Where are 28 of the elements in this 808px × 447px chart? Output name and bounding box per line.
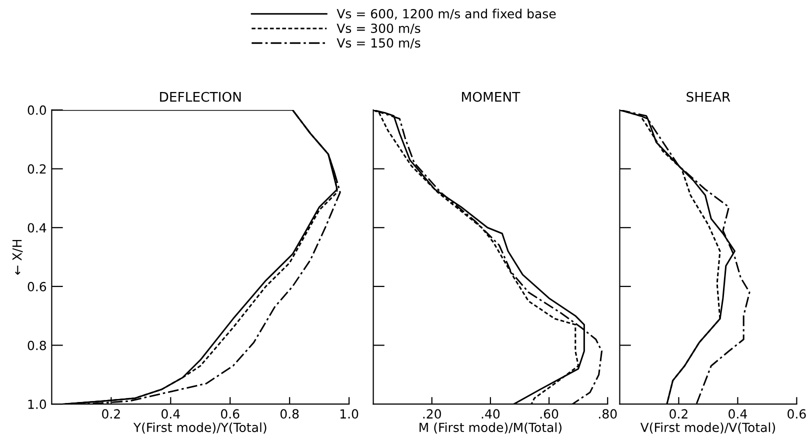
x-tick-label: 0.8 <box>280 409 299 419</box>
x-tick-label: 0.4 <box>728 409 747 419</box>
x-tick-label: .40 <box>482 409 500 419</box>
x-tick-label: .80 <box>599 409 617 419</box>
text: Vs = 150 m/s <box>336 38 420 49</box>
x-tick-label: .60 <box>540 409 558 419</box>
chart-title: SHEAR <box>686 92 730 102</box>
x-tick-label: .20 <box>423 409 441 419</box>
x-axis-title: Y(First mode)/Y(Total) <box>133 422 266 434</box>
chart-title: DEFLECTION <box>160 92 241 102</box>
x-tick-label: 1.0 <box>340 409 358 419</box>
x-tick-label: 0.6 <box>221 409 240 419</box>
y-axis-title: ← X/H <box>12 240 23 275</box>
x-axis-title: M (First mode)/M(Total) <box>420 422 562 434</box>
x-tick-label: 0.4 <box>162 409 180 419</box>
x-tick-label: 0.6 <box>788 409 806 419</box>
y-tick-label: 0.0 <box>28 105 46 115</box>
y-tick-label: 0.6 <box>28 282 46 292</box>
x-tick-label: 0.2 <box>670 409 688 419</box>
y-tick-label: 0.2 <box>28 164 46 174</box>
y-tick-label: 1.0 <box>28 400 46 410</box>
chart-title: MOMENT <box>462 92 520 102</box>
y-tick-label: 0.8 <box>28 340 46 350</box>
text: Vs = 600, 1200 m/s and fixed base <box>336 8 556 20</box>
y-tick-label: 0.4 <box>28 223 46 233</box>
x-axis-title: V(First mode)/V(Total) <box>640 422 776 434</box>
text: Vs = 300 m/s <box>336 24 420 34</box>
x-tick-label: 0.2 <box>102 409 120 419</box>
